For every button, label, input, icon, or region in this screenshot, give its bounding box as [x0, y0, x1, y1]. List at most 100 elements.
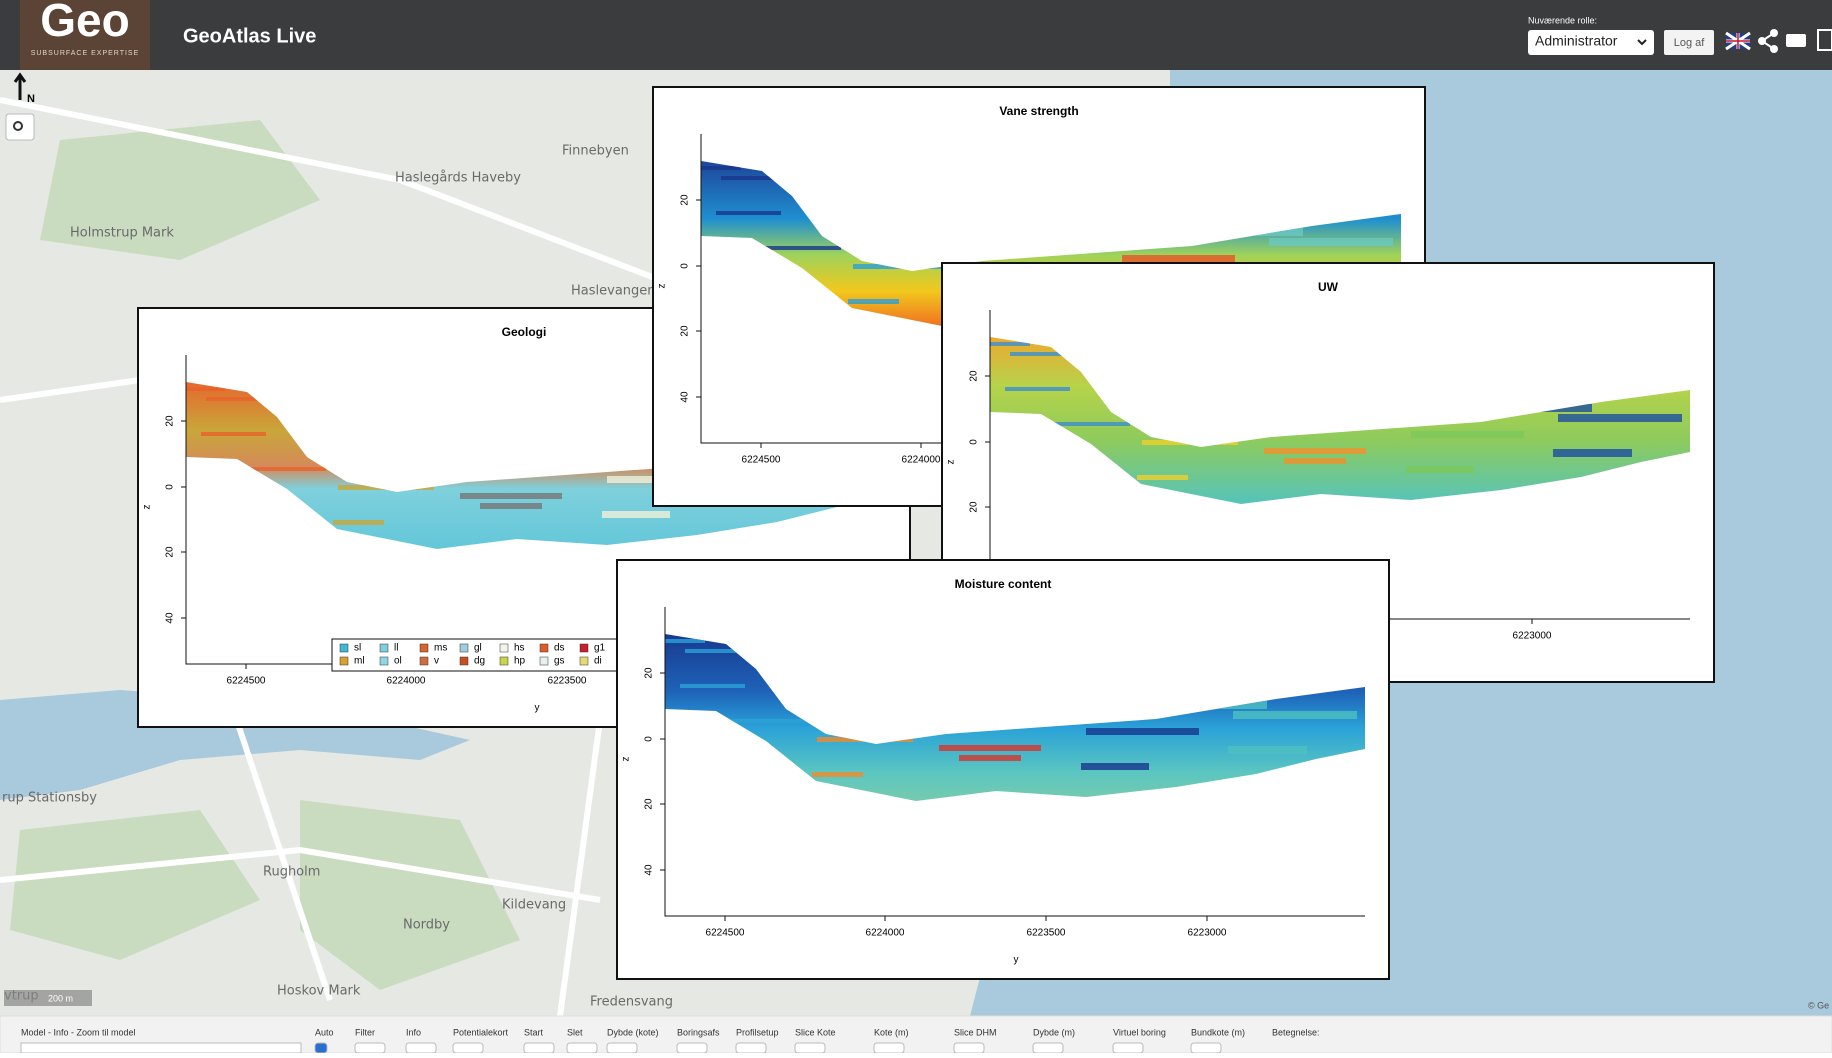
legend-label: ms — [434, 643, 447, 654]
toolbar-label[interactable]: Kote (m) — [874, 1027, 909, 1037]
y-tick-label: 20 — [644, 667, 655, 679]
section-stripe — [1553, 449, 1632, 457]
section-stripe — [701, 166, 741, 170]
toolbar-control[interactable] — [606, 1042, 638, 1054]
section-stripe — [1264, 448, 1366, 454]
place-label: Holmstrup Mark — [70, 226, 174, 241]
legend-swatch — [419, 643, 429, 653]
logo: Geo — [40, 0, 129, 46]
y-axis-label: z — [621, 757, 632, 762]
search-button[interactable] — [5, 113, 35, 141]
toolbar-control[interactable] — [1190, 1042, 1222, 1054]
toolbar-label[interactable]: Virtuel boring — [1113, 1027, 1166, 1037]
share-icon[interactable] — [1758, 29, 1778, 53]
legend-swatch — [459, 643, 469, 653]
plot-title: Geologi — [502, 325, 547, 339]
section-stripe — [186, 387, 226, 391]
toolbar-label[interactable]: Model - Info - Zoom til model — [21, 1027, 136, 1037]
menu-icon[interactable] — [1817, 29, 1832, 51]
toolbar-control[interactable] — [523, 1042, 555, 1054]
toolbar-control[interactable] — [953, 1042, 985, 1054]
model-select[interactable] — [20, 1042, 302, 1054]
toolbar-control[interactable] — [452, 1042, 484, 1054]
x-tick-label: 6223500 — [1027, 928, 1066, 939]
role-value: Administrator — [1535, 33, 1618, 49]
logo-box[interactable] — [20, 0, 150, 70]
section-stripe — [480, 503, 542, 509]
legend-label: hp — [514, 656, 526, 667]
y-tick-label: 20 — [644, 798, 655, 810]
x-axis-label: y — [535, 703, 540, 714]
y-tick-label: 0 — [165, 484, 176, 490]
toolbar-label[interactable]: Bundkote (m) — [1191, 1027, 1245, 1037]
section-stripe — [990, 342, 1030, 346]
toolbar-control[interactable] — [354, 1042, 386, 1054]
toolbar-label[interactable]: Start — [524, 1027, 544, 1037]
x-tick-label: 6224500 — [227, 676, 266, 687]
toolbar-control[interactable] — [405, 1042, 437, 1054]
section-stripe — [812, 772, 863, 777]
toolbar-label[interactable]: Profilsetup — [736, 1027, 779, 1037]
toolbar-control[interactable] — [735, 1042, 767, 1054]
toolbar-label[interactable]: Boringsafs — [677, 1027, 720, 1037]
section-stripe — [665, 639, 705, 643]
toolbar-label[interactable]: Slet — [567, 1027, 583, 1037]
section-stripe — [1538, 404, 1592, 412]
section-stripe — [1086, 728, 1199, 735]
toolbar-label[interactable]: Info — [406, 1027, 421, 1037]
toolbar-label[interactable]: Potentialekort — [453, 1027, 509, 1037]
toolbar-label[interactable]: Filter — [355, 1027, 375, 1037]
flag-cross-red — [1726, 33, 1750, 49]
y-tick-label: 0 — [644, 736, 655, 742]
y-tick-label: 20 — [165, 415, 176, 427]
place-label: rup Stationsby — [2, 791, 97, 806]
y-tick-label: 0 — [969, 439, 980, 445]
toolbar-control[interactable] — [566, 1042, 598, 1054]
legend-label: gs — [554, 656, 565, 667]
dropdown-arrow — [1637, 39, 1647, 46]
header — [0, 0, 1832, 70]
y-tick-label: 40 — [644, 864, 655, 876]
toolbar-label[interactable]: Dybde (kote) — [607, 1027, 659, 1037]
section-stripe — [680, 684, 745, 688]
logo-sub: SUBSURFACE EXPERTISE — [31, 50, 140, 57]
section-stripe — [848, 299, 899, 304]
toolbar-control[interactable] — [314, 1042, 328, 1054]
section-stripe — [1005, 387, 1070, 391]
x-tick-label: 6223000 — [1513, 631, 1552, 642]
toolbar-control[interactable] — [676, 1042, 708, 1054]
toolbar-label[interactable]: Slice DHM — [954, 1027, 997, 1037]
scale-label: 200 m — [48, 993, 73, 1003]
section-stripe — [1249, 228, 1303, 236]
section-stripe — [1406, 466, 1474, 473]
y-axis-label: z — [142, 505, 153, 510]
section-stripe — [1411, 431, 1524, 438]
y-tick-label: 20 — [969, 370, 980, 382]
logout-button[interactable] — [1664, 30, 1714, 55]
legend-label: di — [594, 656, 602, 667]
plot-title: Moisture content — [955, 577, 1052, 591]
plot-window[interactable]: Moisture content 6224500 6224000 6223500 622… — [616, 559, 1390, 980]
toolbar-control[interactable] — [873, 1042, 905, 1054]
toolbar-control[interactable] — [1112, 1042, 1144, 1054]
toolbar-label[interactable]: Auto — [315, 1027, 334, 1037]
role-select[interactable] — [1528, 30, 1654, 55]
y-axis-label: z — [946, 460, 957, 465]
plot-window[interactable]: UW622300020020yz — [941, 262, 1715, 683]
toolbar-label[interactable]: Dybde (m) — [1033, 1027, 1075, 1037]
legend-label: hs — [514, 643, 525, 654]
toolbar-label[interactable]: Slice Kote — [795, 1027, 836, 1037]
legend-label: dg — [474, 656, 485, 667]
section-stripe — [711, 246, 841, 250]
toolbar-control[interactable] — [1032, 1042, 1064, 1054]
app-title: GeoAtlas Live — [183, 25, 316, 47]
north-arrow — [13, 72, 27, 100]
toolbar-control[interactable] — [794, 1042, 826, 1054]
section-stripe — [333, 520, 384, 525]
print-icon[interactable] — [1786, 34, 1806, 47]
scale-bar — [4, 990, 92, 1006]
toolbar-label[interactable]: Betegnelse: — [1272, 1027, 1320, 1037]
legend-label: ml — [354, 656, 365, 667]
plot-title: Vane strength — [999, 104, 1078, 118]
